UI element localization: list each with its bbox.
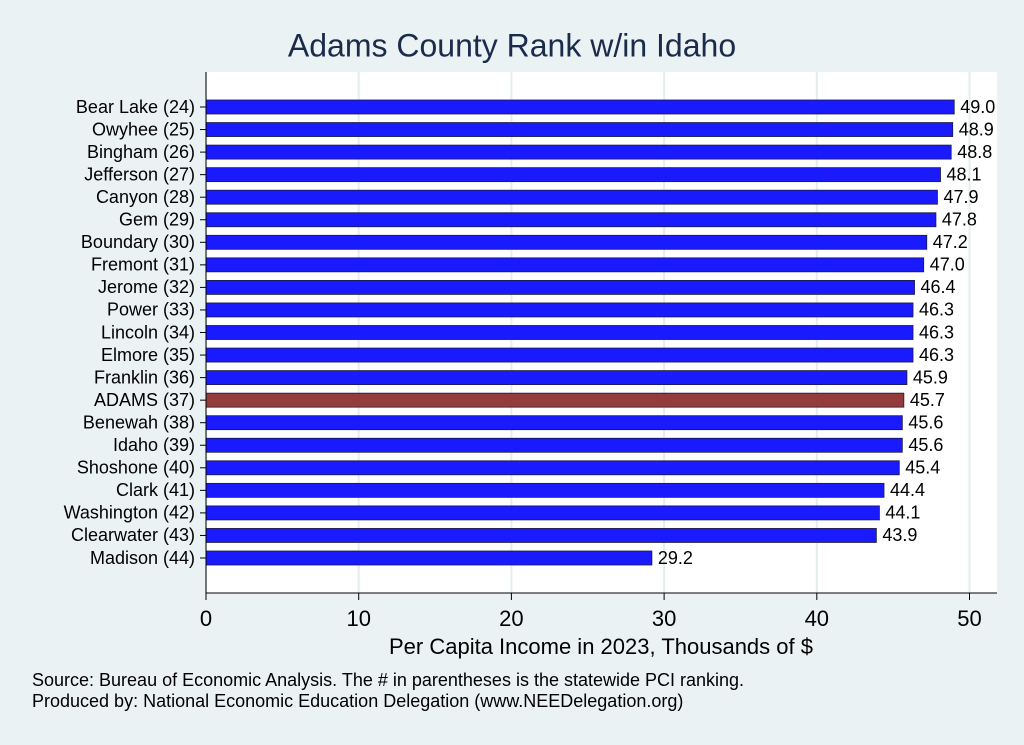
x-tick-label: 10 xyxy=(346,606,370,631)
y-tick-label: Benewah (38) xyxy=(83,412,195,432)
y-tick-label: Jerome (32) xyxy=(98,277,195,297)
y-tick-label: ADAMS (37) xyxy=(94,390,195,410)
y-tick-label: Canyon (28) xyxy=(96,187,195,207)
y-tick-label: Gem (29) xyxy=(119,210,195,230)
y-tick-label: Lincoln (34) xyxy=(101,322,195,342)
bar xyxy=(205,482,885,498)
x-tick-label: 50 xyxy=(957,606,981,631)
bar xyxy=(205,257,925,273)
x-tick-label: 20 xyxy=(499,606,523,631)
bar xyxy=(205,122,954,137)
producer-note: Produced by: National Economic Education… xyxy=(32,691,683,711)
bar xyxy=(205,528,877,543)
bar xyxy=(205,415,903,431)
x-axis-label: Per Capita Income in 2023, Thousands of … xyxy=(389,634,813,659)
bar xyxy=(205,550,653,566)
value-label: 48.1 xyxy=(947,164,982,184)
y-tick-label: Owyhee (25) xyxy=(92,119,195,139)
value-label: 48.9 xyxy=(959,119,994,139)
bar xyxy=(205,144,952,160)
bar xyxy=(205,392,905,408)
value-label: 46.3 xyxy=(919,345,954,365)
value-label: 45.7 xyxy=(910,390,945,410)
x-tick-label: 30 xyxy=(652,606,676,631)
value-label: 47.0 xyxy=(930,255,965,275)
bar xyxy=(205,460,900,476)
x-tick-label: 0 xyxy=(200,606,212,631)
bar xyxy=(205,347,914,363)
y-tick-label: Shoshone (40) xyxy=(77,458,195,478)
bar xyxy=(205,370,908,386)
y-tick-label: Power (33) xyxy=(107,300,195,320)
y-tick-label: Idaho (39) xyxy=(113,435,195,455)
bar xyxy=(205,279,915,295)
value-label: 49.0 xyxy=(960,97,995,117)
value-label: 44.4 xyxy=(890,480,925,500)
y-tick-label: Jefferson (27) xyxy=(84,164,195,184)
x-tick-label: 40 xyxy=(805,606,829,631)
value-label: 47.2 xyxy=(933,232,968,252)
value-label: 45.9 xyxy=(913,367,948,387)
value-label: 45.4 xyxy=(905,458,940,478)
bar xyxy=(205,212,937,228)
value-label: 46.4 xyxy=(921,277,956,297)
chart-title: Adams County Rank w/in Idaho xyxy=(288,27,736,63)
bar xyxy=(205,437,903,453)
bar xyxy=(205,325,914,340)
value-label: 45.6 xyxy=(908,435,943,455)
value-label: 46.3 xyxy=(919,322,954,342)
source-note: Source: Bureau of Economic Analysis. The… xyxy=(32,670,744,690)
value-label: 43.9 xyxy=(882,525,917,545)
y-tick-label: Boundary (30) xyxy=(81,232,195,252)
y-tick-label: Franklin (36) xyxy=(94,367,195,387)
y-tick-label: Fremont (31) xyxy=(91,255,195,275)
value-label: 46.3 xyxy=(919,300,954,320)
value-label: 45.6 xyxy=(908,412,943,432)
value-label: 29.2 xyxy=(658,548,693,568)
bar xyxy=(205,167,941,183)
bar xyxy=(205,99,955,115)
bar xyxy=(205,505,880,521)
y-tick-label: Bingham (26) xyxy=(87,142,195,162)
y-tick-label: Clearwater (43) xyxy=(71,525,195,545)
y-tick-label: Elmore (35) xyxy=(101,345,195,365)
value-label: 48.8 xyxy=(957,142,992,162)
value-label: 47.8 xyxy=(942,210,977,230)
bar xyxy=(205,189,938,205)
y-tick-label: Madison (44) xyxy=(90,548,195,568)
y-tick-label: Washington (42) xyxy=(64,503,195,523)
value-label: 44.1 xyxy=(885,503,920,523)
y-tick-label: Clark (41) xyxy=(116,480,195,500)
bar xyxy=(205,302,914,318)
value-label: 47.9 xyxy=(943,187,978,207)
bar xyxy=(205,234,928,250)
y-tick-label: Bear Lake (24) xyxy=(76,97,195,117)
